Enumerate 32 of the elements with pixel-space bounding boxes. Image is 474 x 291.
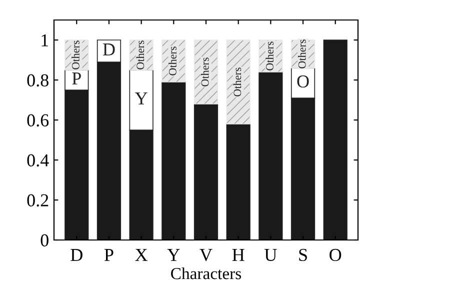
x-tick-label: P [104,249,114,261]
x-tick-label: V [200,249,212,262]
bar [162,82,186,240]
x-tick-label: O [330,248,342,262]
y-tick-label: 0 [40,234,48,246]
bar [194,104,218,240]
data-label: Others [200,58,209,86]
data-label: O [297,75,309,88]
data-label: Others [136,40,144,70]
bar [226,124,250,240]
x-tick-label: D [70,249,82,261]
x-tick-label: X [135,249,148,261]
data-label: D [102,44,115,56]
bar [258,72,283,240]
data-label: Y [135,92,148,104]
y-tick-label: 0.2 [27,194,48,207]
y-tick-label: 0.4 [27,154,49,167]
x-tick-label: S [299,248,307,262]
data-label: Others [266,42,274,70]
x-tick-label: U [264,249,277,262]
bar [323,40,348,240]
data-label: P [72,72,81,84]
y-tick-label: 0.6 [27,114,49,127]
x-tick-label: H [232,249,244,261]
y-tick-label: 1 [42,34,48,46]
y-tick-label: 0.8 [27,74,48,87]
x-axis-title: Characters [171,267,242,280]
data-label: Others [298,40,306,68]
data-label: Others [233,68,242,96]
x-tick-label: Y [167,249,180,261]
data-label: Others [72,40,80,70]
data-label: Others [168,46,176,76]
